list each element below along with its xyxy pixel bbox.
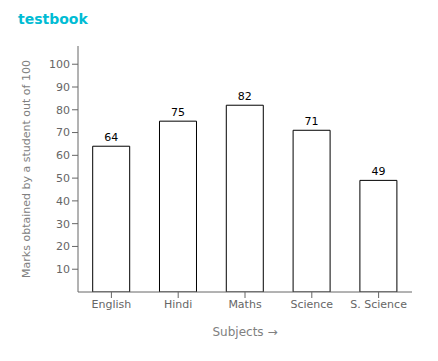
svg-text:82: 82 [238, 90, 252, 103]
svg-text:S. Science: S. Science [350, 298, 407, 311]
svg-text:Maths: Maths [228, 298, 262, 311]
svg-text:60: 60 [56, 149, 70, 162]
svg-text:49: 49 [371, 165, 385, 178]
svg-text:English: English [92, 298, 132, 311]
svg-text:64: 64 [104, 131, 118, 144]
svg-text:90: 90 [56, 81, 70, 94]
svg-text:80: 80 [56, 104, 70, 117]
svg-text:71: 71 [305, 115, 319, 128]
svg-text:70: 70 [56, 126, 70, 139]
svg-text:20: 20 [56, 240, 70, 253]
svg-text:100: 100 [49, 58, 70, 71]
svg-text:Marks obtained by a student ou: Marks obtained by a student out of 100 [20, 60, 33, 278]
svg-text:75: 75 [171, 106, 185, 119]
svg-text:50: 50 [56, 172, 70, 185]
svg-text:Science: Science [290, 298, 333, 311]
svg-text:30: 30 [56, 218, 70, 231]
svg-text:40: 40 [56, 195, 70, 208]
svg-text:10: 10 [56, 263, 70, 276]
svg-text:Subjects →: Subjects → [213, 325, 278, 339]
svg-text:Hindi: Hindi [164, 298, 192, 311]
html-text:testbook: testbook [18, 11, 88, 27]
